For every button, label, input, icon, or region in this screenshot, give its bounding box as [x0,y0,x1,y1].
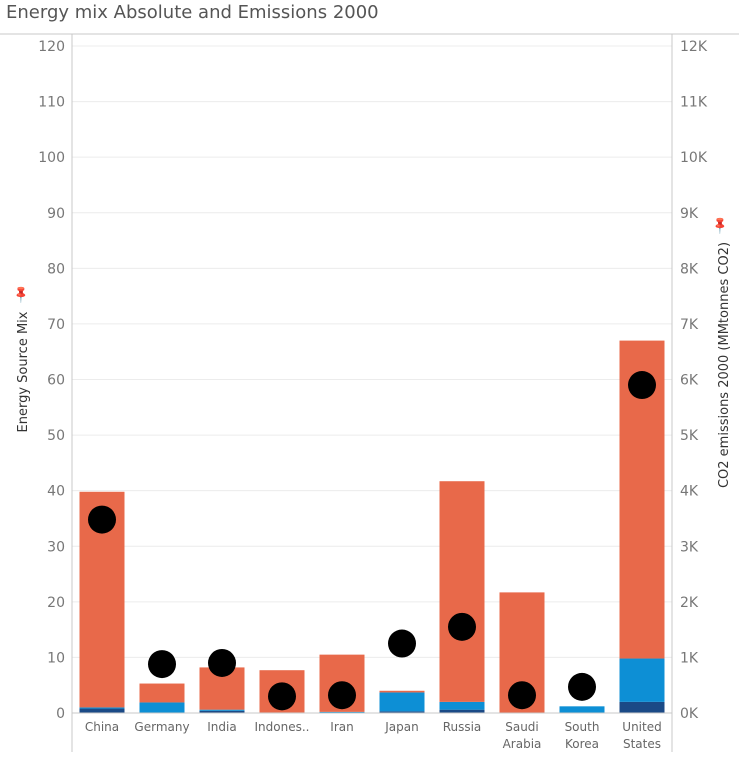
bar-nuclear-segment [379,711,425,713]
y-tick-label: 100 [38,150,65,166]
bars [79,340,665,713]
y2-tick-label: 1K [680,650,699,666]
bar-nuclear-segment [199,710,245,713]
y-tick-label: 60 [47,373,65,389]
emission-marker [208,648,236,677]
y-tick-label: 90 [47,206,65,222]
bar-renewable-segment [559,706,605,713]
y2-tick-label: 0K [680,706,699,722]
bar-renewable-segment [139,702,185,713]
category-label: India [207,720,236,734]
bar-renewable-segment [379,692,425,712]
y-tick-label: 110 [38,95,65,111]
y2-tick-label: 10K [680,150,708,166]
emission-marker [148,650,176,679]
category-label: South [565,720,600,734]
y-tick-label: 0 [56,706,65,722]
category-label: Indones.. [255,720,310,734]
right-axis-pin-icon: 📌 [709,214,730,235]
emission-markers [88,371,656,711]
left-axis-title: Energy Source Mix [16,311,31,432]
category-label: Korea [565,737,599,751]
y-tick-label: 20 [47,595,65,611]
bar-nuclear-segment [619,701,665,713]
y2-tick-label: 12K [680,39,708,55]
emission-marker [628,371,656,400]
gridlines [72,45,672,658]
right-tick-labels: 0K 1K 2K 3K 4K 5K 6K 7K 8K 9K 10K 11K 12K [680,39,708,722]
bar-renewable-segment [439,701,485,710]
y-tick-label: 40 [47,484,65,500]
category-labels: China Germany India Indones.. Iran Japan Russi… [85,720,662,751]
y-tick-label: 70 [47,317,65,333]
emission-marker [328,681,356,710]
bar-renewable-segment [619,658,665,702]
category-label: Arabia [503,737,542,751]
bar-renewable-segment [319,711,365,713]
emission-marker [268,682,296,711]
y-tick-label: 50 [47,428,65,444]
y2-tick-label: 11K [680,95,708,111]
emission-marker [88,505,116,534]
y-tick-label: 80 [47,261,65,277]
bar-nuclear-segment [79,708,125,713]
y2-tick-label: 8K [680,261,699,277]
category-label: Iran [330,720,353,734]
category-label: Russia [443,720,482,734]
emission-marker [388,629,416,658]
y2-tick-label: 5K [680,428,699,444]
category-label: States [623,737,661,751]
y-tick-label: 120 [38,39,65,55]
bar-nuclear-segment [439,709,485,713]
bar-renewable-segment [79,707,125,709]
y2-tick-label: 2K [680,595,699,611]
category-label: Japan [384,720,418,734]
chart-title: Energy mix Absolute and Emissions 2000 [6,2,379,23]
y2-tick-label: 7K [680,317,699,333]
category-label: Germany [134,720,189,734]
y-tick-label: 30 [47,539,65,555]
y-tick-label: 10 [47,650,65,666]
y2-tick-label: 6K [680,373,699,389]
left-tick-labels: 0 10 20 30 40 50 60 70 80 90 100 110 120 [38,39,65,722]
bar-fossil-segment [439,481,485,702]
axes [0,33,739,752]
bar-renewable-segment [199,709,245,711]
bar-fossil-segment [379,690,425,693]
category-label: United [622,720,661,734]
bar-fossil-segment [139,683,185,703]
category-label: China [85,720,119,734]
y2-tick-label: 3K [680,539,699,555]
emission-marker [508,681,536,710]
right-axis-title: CO2 emissions 2000 (MMtonnes CO2) [717,242,732,488]
emission-marker [568,672,596,701]
y2-tick-label: 9K [680,206,699,222]
y2-tick-label: 4K [680,484,699,500]
emission-marker [448,612,476,641]
category-label: Saudi [505,720,539,734]
left-axis-pin-icon: 📌 [10,283,31,304]
